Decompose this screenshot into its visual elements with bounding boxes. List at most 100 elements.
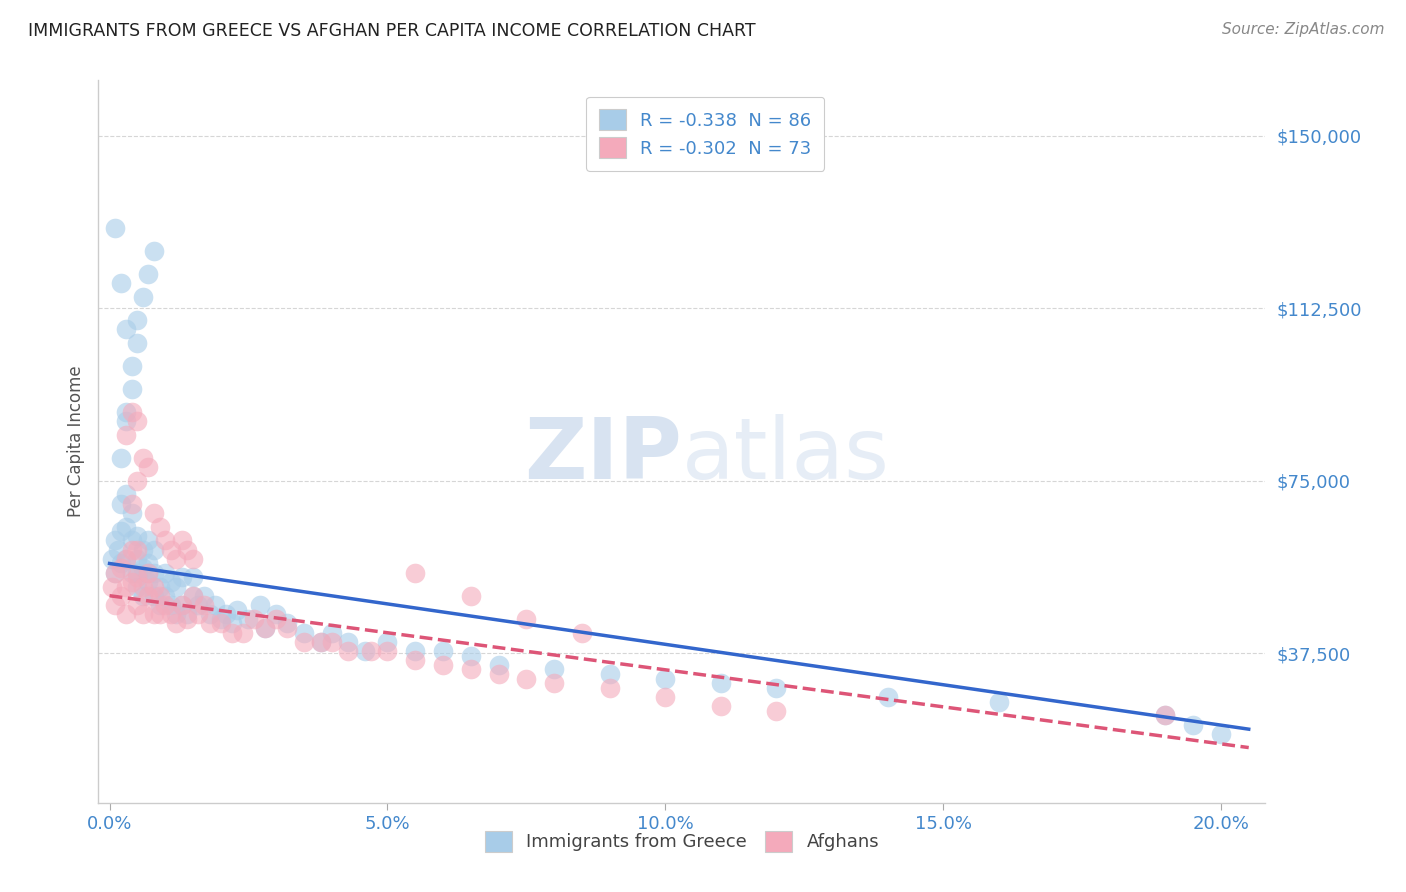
Point: [571, 625, 593, 640]
Point: [404, 566, 426, 580]
Point: [104, 220, 127, 235]
Y-axis label: Per Capita Income: Per Capita Income: [66, 366, 84, 517]
Point: [193, 598, 215, 612]
Point: [127, 570, 149, 584]
Point: [360, 644, 382, 658]
Point: [599, 667, 621, 681]
Legend: Immigrants from Greece, Afghans: Immigrants from Greece, Afghans: [478, 823, 886, 859]
Point: [309, 634, 332, 648]
Point: [143, 607, 166, 621]
Point: [143, 589, 166, 603]
Point: [176, 607, 198, 621]
Point: [127, 542, 149, 557]
Point: [153, 598, 176, 612]
Point: [121, 506, 143, 520]
Point: [115, 607, 138, 621]
Point: [148, 519, 170, 533]
Point: [115, 414, 138, 428]
Point: [138, 459, 160, 474]
Point: [121, 497, 143, 511]
Point: [121, 574, 143, 589]
Point: [121, 533, 143, 548]
Point: [132, 607, 155, 621]
Point: [143, 566, 166, 580]
Point: [176, 542, 198, 557]
Point: [404, 644, 426, 658]
Point: [127, 552, 149, 566]
Point: [115, 427, 138, 442]
Point: [110, 557, 132, 571]
Text: IMMIGRANTS FROM GREECE VS AFGHAN PER CAPITA INCOME CORRELATION CHART: IMMIGRANTS FROM GREECE VS AFGHAN PER CAP…: [28, 22, 756, 40]
Point: [215, 607, 238, 621]
Point: [104, 598, 127, 612]
Point: [132, 450, 155, 465]
Point: [170, 598, 193, 612]
Point: [110, 589, 132, 603]
Point: [127, 312, 149, 326]
Point: [1182, 717, 1205, 731]
Point: [121, 382, 143, 396]
Point: [321, 625, 343, 640]
Point: [987, 694, 1010, 708]
Point: [264, 607, 287, 621]
Point: [127, 529, 149, 543]
Point: [148, 598, 170, 612]
Point: [159, 542, 181, 557]
Point: [321, 634, 343, 648]
Point: [159, 598, 181, 612]
Point: [204, 598, 226, 612]
Point: [404, 653, 426, 667]
Point: [138, 557, 160, 571]
Point: [170, 533, 193, 548]
Point: [138, 533, 160, 548]
Point: [148, 589, 170, 603]
Point: [460, 662, 482, 676]
Point: [276, 616, 298, 631]
Point: [115, 519, 138, 533]
Point: [432, 644, 454, 658]
Point: [170, 598, 193, 612]
Point: [143, 542, 166, 557]
Point: [193, 589, 215, 603]
Point: [101, 580, 124, 594]
Point: [488, 657, 510, 672]
Point: [115, 487, 138, 501]
Point: [127, 598, 149, 612]
Point: [127, 580, 149, 594]
Point: [110, 276, 132, 290]
Point: [249, 598, 271, 612]
Point: [127, 335, 149, 350]
Point: [115, 580, 138, 594]
Point: [292, 625, 315, 640]
Point: [176, 612, 198, 626]
Text: Source: ZipAtlas.com: Source: ZipAtlas.com: [1222, 22, 1385, 37]
Point: [165, 580, 187, 594]
Point: [232, 625, 254, 640]
Point: [765, 704, 787, 718]
Point: [1154, 708, 1177, 723]
Point: [165, 616, 187, 631]
Point: [121, 404, 143, 418]
Point: [337, 644, 360, 658]
Point: [337, 634, 360, 648]
Point: [159, 607, 181, 621]
Point: [159, 574, 181, 589]
Point: [143, 506, 166, 520]
Point: [515, 672, 537, 686]
Point: [460, 589, 482, 603]
Point: [432, 657, 454, 672]
Point: [153, 533, 176, 548]
Point: [654, 672, 676, 686]
Point: [654, 690, 676, 704]
Point: [138, 574, 160, 589]
Point: [165, 552, 187, 566]
Point: [264, 612, 287, 626]
Point: [138, 589, 160, 603]
Point: [127, 414, 149, 428]
Point: [354, 644, 377, 658]
Point: [104, 533, 127, 548]
Point: [132, 289, 155, 303]
Point: [104, 566, 127, 580]
Point: [115, 322, 138, 336]
Text: atlas: atlas: [682, 415, 890, 498]
